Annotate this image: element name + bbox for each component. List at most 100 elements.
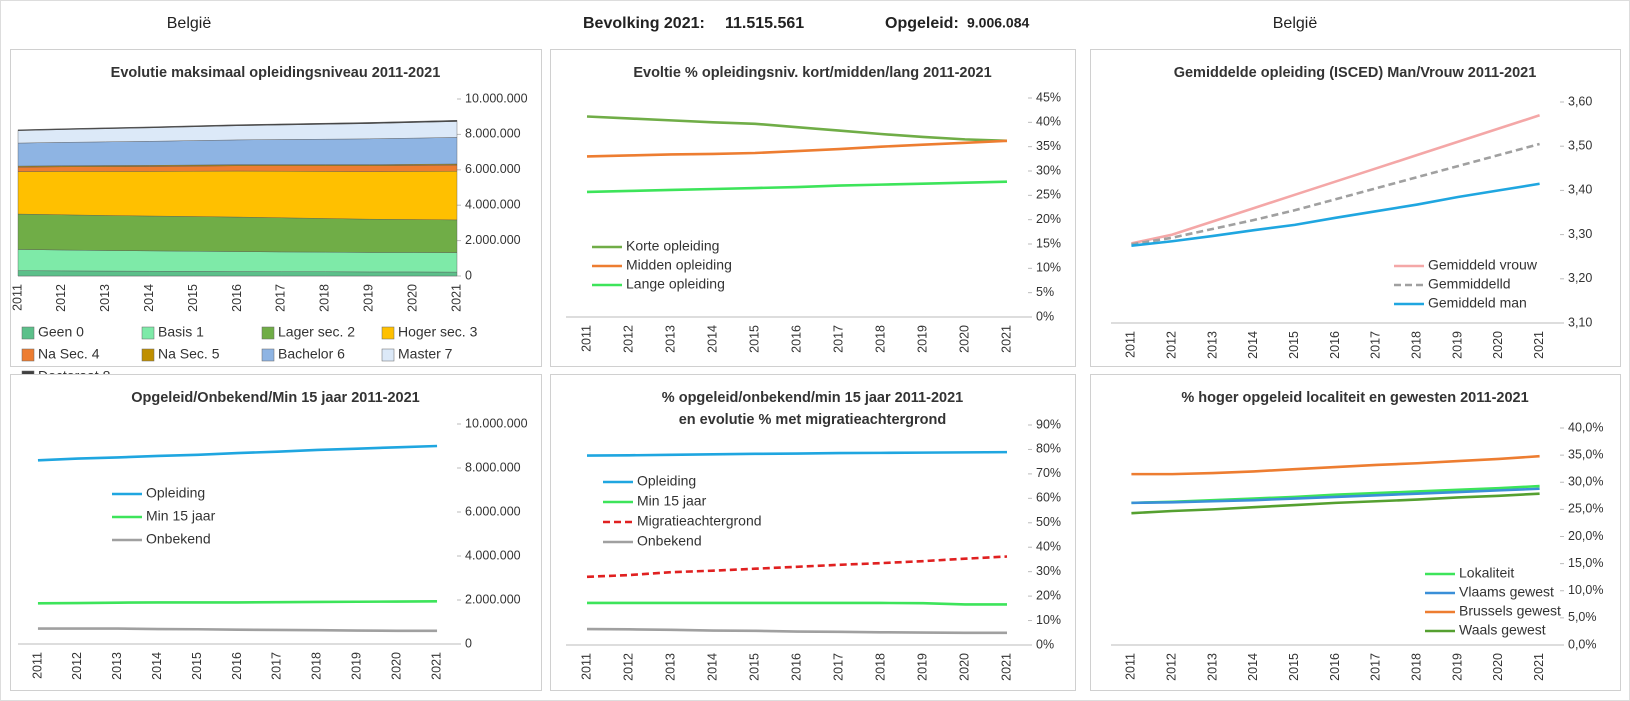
line-series [37,444,438,462]
line-series [586,555,1008,579]
x-tick-label: 2011 [1124,653,1138,680]
legend-label: Na Sec. 5 [158,346,220,362]
y-tick-label: 35,0% [1568,447,1603,461]
x-tick-label: 2013 [1205,653,1219,681]
x-tick-label: 2017 [270,652,284,680]
x-tick-label: 2015 [190,652,204,680]
x-tick-label: 2021 [449,284,463,312]
x-tick-label: 2014 [150,652,164,680]
panel-frame [10,374,542,691]
y-tick-label: 20% [1036,212,1061,226]
y-tick-label: 15% [1036,236,1061,250]
y-tick-label: 2.000.000 [465,592,521,606]
x-tick-label: 2016 [1328,331,1342,359]
legend-swatch [381,326,395,340]
y-tick-label: 0 [465,636,472,650]
x-tick-label: 2015 [186,284,200,312]
chart-title: Evoltie % opleidingsniv. kort/midden/lan… [633,65,991,81]
x-tick-label: 2020 [957,325,971,353]
line-series [586,115,1008,143]
chart-panel: Opgeleid/Onbekend/Min 15 jaar 2011-2021 0… [10,374,542,691]
y-tick-label: 4.000.000 [465,548,521,562]
legend-label: Min 15 jaar [146,508,216,524]
line-series [586,450,1008,457]
x-tick-label: 2011 [10,284,24,311]
y-tick-label: 0,0% [1568,637,1597,651]
legend-label: Hoger sec. 3 [398,324,478,340]
line-series [586,627,1007,635]
y-tick-label: 0 [465,268,472,282]
y-tick-label: 45% [1036,90,1061,104]
x-tick-label: 2019 [1450,653,1464,681]
legend-label: Gemmiddelld [1428,276,1510,292]
y-tick-label: 3,40 [1568,183,1592,197]
legend-label: Gemiddeld man [1428,295,1527,311]
x-tick-label: 2012 [1165,331,1179,359]
y-tick-label: 0% [1036,309,1054,323]
legend-label: Gemiddeld vrouw [1428,257,1538,273]
area-segment [17,120,458,131]
line-series [1131,182,1540,247]
area-segment [17,213,458,253]
legend-label: Bachelor 6 [278,346,345,362]
x-tick-label: 2021 [999,325,1013,353]
line-series [1131,142,1540,246]
x-tick-label: 2019 [915,653,929,681]
x-tick-label: 2020 [405,284,419,312]
line-series [37,600,438,605]
chart-title: Evolutie maksimaal opleidingsniveau 2011… [111,65,441,81]
chart-panel: Gemiddelde opleiding (ISCED) Man/Vrouw 2… [1090,49,1621,367]
area-segment [17,249,458,273]
region-left: België [167,15,212,32]
line-series [586,139,1008,158]
panel-frame [550,49,1076,367]
x-tick-label: 2021 [429,652,443,680]
x-tick-label: 2018 [1409,653,1423,681]
line-series [1131,454,1540,476]
y-tick-label: 10.000.000 [465,416,528,430]
x-tick-label: 2018 [873,325,887,353]
y-tick-label: 40% [1036,115,1061,129]
chart-title: Opgeleid/Onbekend/Min 15 jaar 2011-2021 [131,390,420,406]
legend-label: Onbekend [637,533,702,549]
y-tick-label: 5,0% [1568,610,1597,624]
chart-panel: Evolutie maksimaal opleidingsniveau 2011… [10,49,542,384]
legend-label: Onbekend [146,531,211,547]
x-tick-label: 2012 [1165,653,1179,681]
x-tick-label: 2016 [230,652,244,680]
line-series [587,601,1007,606]
panel-frame [1090,49,1621,367]
y-tick-label: 30,0% [1568,475,1603,489]
chart-title: % opgeleid/onbekend/min 15 jaar 2011-202… [662,390,963,406]
legend-swatch [381,348,395,362]
legend-swatch [141,348,155,362]
legend-label: Min 15 jaar [637,493,707,509]
x-tick-label: 2021 [1532,653,1546,681]
y-tick-label: 10.000.000 [465,91,528,105]
legend-label: Lager sec. 2 [278,324,355,340]
x-tick-label: 2011 [579,653,593,680]
y-tick-label: 60% [1036,491,1061,505]
y-tick-label: 40,0% [1568,420,1603,434]
x-tick-label: 2019 [350,652,364,680]
x-tick-label: 2013 [1205,331,1219,359]
x-tick-label: 2014 [1246,331,1260,359]
x-tick-label: 2020 [957,653,971,681]
legend-swatch [261,326,275,340]
x-tick-label: 2017 [274,284,288,312]
y-tick-label: 3,20 [1568,271,1592,285]
y-tick-label: 3,30 [1568,227,1592,241]
legend-label: Geen 0 [38,324,84,340]
y-tick-label: 80% [1036,442,1061,456]
legend-swatch [261,348,275,362]
chart-panel: % hoger opgeleid localiteit en gewesten … [1090,374,1621,691]
legend-label: Basis 1 [158,324,204,340]
x-tick-label: 2013 [663,325,677,353]
x-tick-label: 2018 [318,284,332,312]
x-tick-label: 2012 [54,284,68,312]
x-tick-label: 2011 [1124,331,1138,358]
y-tick-label: 90% [1036,417,1061,431]
y-tick-label: 20% [1036,588,1061,602]
x-tick-label: 2020 [389,652,403,680]
